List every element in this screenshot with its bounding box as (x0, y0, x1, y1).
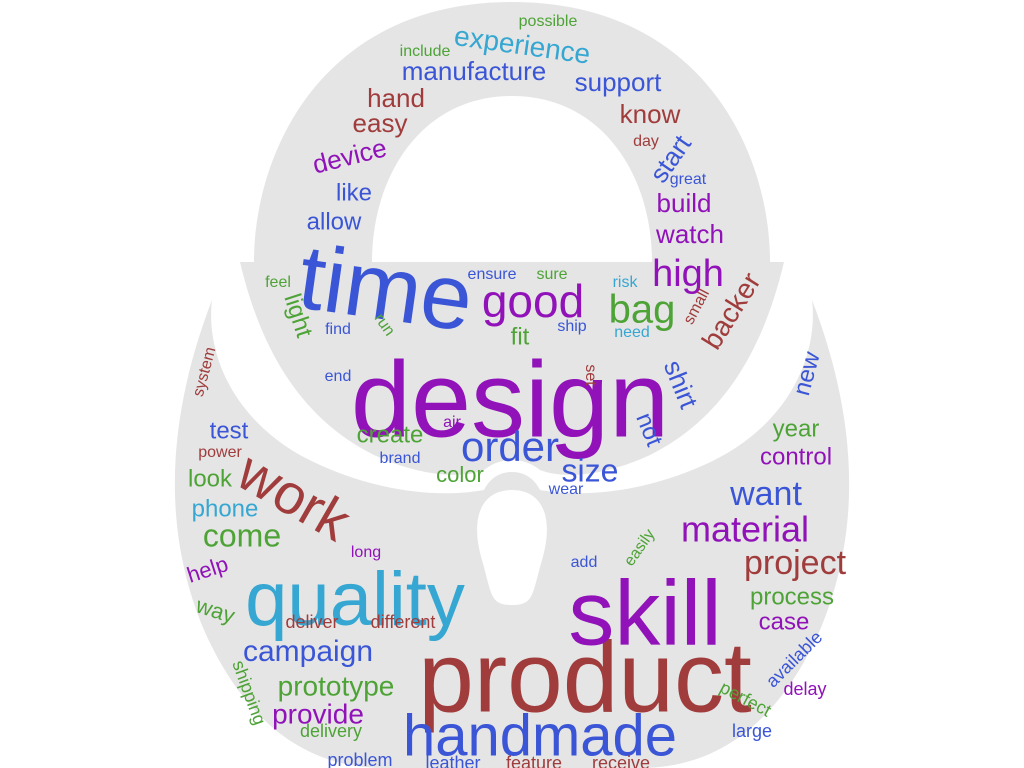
bag-silhouette (174, 2, 850, 768)
cloud-word: sure (536, 266, 567, 283)
cloud-word: ship (557, 318, 586, 335)
cloud-word: wear (548, 481, 584, 498)
cloud-word: project (744, 544, 847, 582)
cloud-word: design (351, 339, 669, 460)
cloud-word: watch (655, 219, 724, 249)
cloud-word: size (562, 452, 619, 488)
cloud-word: risk (613, 274, 639, 291)
cloud-word: support (575, 67, 662, 97)
cloud-word: provide (272, 698, 364, 729)
cloud-word: end (325, 368, 352, 385)
cloud-word: leather (425, 753, 480, 768)
cloud-word: create (357, 421, 424, 448)
cloud-word: color (436, 462, 484, 487)
cloud-word: time (293, 226, 479, 351)
cloud-word: delay (783, 679, 826, 699)
cloud-word: prototype (278, 670, 395, 701)
cloud-word: allow (307, 208, 362, 235)
cloud-word: deliver (285, 612, 338, 632)
cloud-word: brand (380, 450, 421, 467)
cloud-word: handmade (403, 703, 677, 768)
cloud-word: come (203, 517, 281, 553)
cloud-word: feel (265, 274, 291, 291)
cloud-word: hand (367, 83, 425, 113)
cloud-word: delivery (300, 721, 362, 741)
cloud-word: possible (519, 13, 578, 30)
cloud-word: skill (568, 562, 721, 664)
bag-top-panel (240, 262, 784, 475)
cloud-word: process (750, 583, 834, 610)
cloud-word: set (582, 364, 599, 386)
cloud-word: receive (592, 753, 650, 768)
cloud-word: build (657, 188, 712, 218)
cloud-word: great (670, 171, 707, 188)
word-layer: designtimeproductskillqualityhandmadewor… (184, 13, 847, 768)
cloud-word: power (198, 444, 242, 461)
cloud-word: want (729, 475, 802, 513)
cloud-word: product (418, 621, 752, 733)
cloud-word: ensure (468, 266, 517, 283)
cloud-word: problem (327, 750, 392, 768)
cloud-word: material (681, 509, 809, 550)
cloud-word: like (336, 179, 372, 206)
bag-body (174, 300, 850, 768)
cloud-word: include (400, 43, 451, 60)
cloud-word: long (351, 544, 381, 561)
cloud-word: need (614, 324, 650, 341)
cloud-word: large (732, 721, 772, 741)
cloud-word: manufacture (402, 56, 547, 86)
bag-handle (254, 2, 770, 262)
cloud-word: look (188, 465, 233, 492)
cloud-word: different (371, 612, 436, 632)
cloud-word: test (210, 417, 249, 444)
cloud-word: campaign (243, 635, 373, 668)
cloud-word: good (482, 275, 584, 327)
cloud-word: control (760, 443, 832, 470)
cloud-word: know (620, 99, 681, 129)
cloud-word: phone (192, 495, 259, 522)
cloud-word: case (759, 608, 810, 635)
cloud-word: bag (609, 288, 676, 332)
cloud-word: day (633, 133, 659, 150)
cloud-word: feature (506, 753, 562, 768)
cloud-word: air (443, 414, 461, 431)
cloud-word: order (461, 423, 559, 470)
cloud-word: find (325, 321, 351, 338)
cloud-word: fit (511, 323, 530, 350)
cloud-word: add (571, 554, 598, 571)
cloud-word: high (652, 253, 724, 295)
cloud-word: quality (245, 557, 465, 642)
cloud-word: year (773, 415, 820, 442)
cloud-word: easy (353, 108, 408, 138)
